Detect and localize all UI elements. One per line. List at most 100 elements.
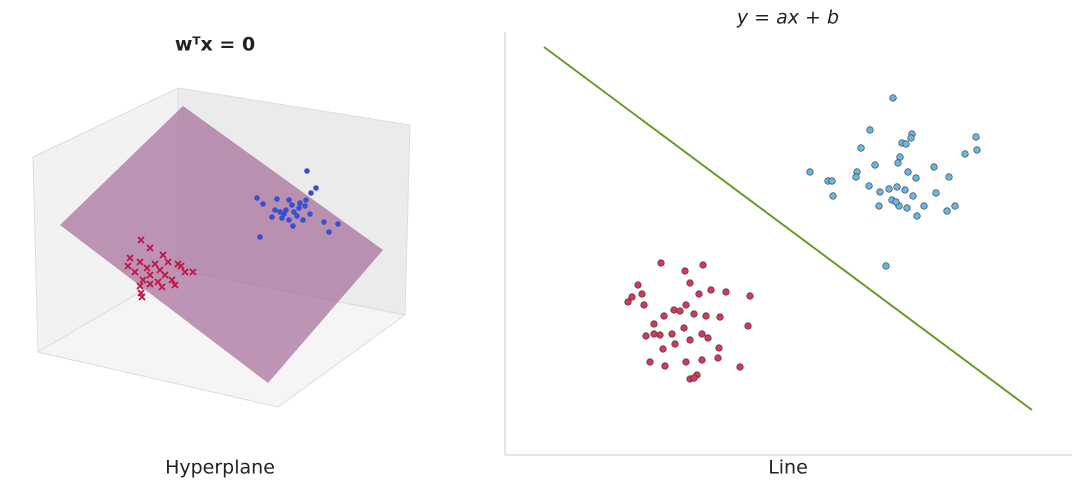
point [889,94,897,102]
point [634,281,642,289]
point [189,268,197,276]
point [143,264,151,272]
point [681,267,689,275]
point [973,146,981,154]
point [702,312,710,320]
point [274,196,280,202]
point [695,290,703,298]
point [628,293,636,301]
point [857,144,865,152]
point [650,320,658,328]
point [904,168,912,176]
point [335,221,341,227]
hyperplane [60,106,383,383]
point [294,213,300,219]
point [289,202,295,208]
point [151,260,159,268]
point [913,212,921,220]
point [297,200,303,206]
point [131,268,139,276]
point [682,301,690,309]
point [177,262,185,270]
point [736,363,744,371]
point [137,236,145,244]
point [650,330,658,338]
point [638,290,646,298]
point [686,279,694,287]
point [901,186,909,194]
point [657,259,665,267]
point [806,168,814,176]
point [281,211,287,217]
point [291,209,297,215]
point [951,202,959,210]
point [254,195,260,201]
point [885,185,893,193]
point [171,281,179,289]
point [308,190,314,196]
point [876,188,884,196]
point [260,201,266,207]
point [181,268,189,276]
point [699,261,707,269]
point [158,283,166,291]
point [894,159,902,167]
point [907,134,915,142]
point [161,271,169,279]
point [690,310,698,318]
point [313,185,319,191]
point [124,262,132,270]
point [892,198,900,206]
point [943,207,951,215]
point [875,202,883,210]
point [326,229,332,235]
cube-panes [32,87,411,408]
point [139,276,147,284]
point [930,163,938,171]
point [286,197,292,203]
point [865,182,873,190]
point [668,330,676,338]
point [920,202,928,210]
point [893,183,901,191]
point [126,254,134,262]
point [321,219,327,225]
point [676,307,684,315]
point [722,288,730,296]
point [136,258,144,266]
point [286,217,292,223]
point [304,168,310,174]
fit-line [543,46,1033,411]
point [903,204,911,212]
point [303,197,309,203]
point [646,358,654,366]
point [272,207,278,213]
point [716,313,724,321]
point [909,192,917,200]
point [146,271,154,279]
point [302,203,308,209]
point [300,217,306,223]
point [307,211,313,217]
point [659,345,667,353]
point [680,324,688,332]
point [136,282,144,290]
point [296,205,302,211]
point [829,192,837,200]
point [138,293,146,301]
point [744,322,752,330]
chart-title: y = ax + b [736,7,839,29]
point [671,340,679,348]
chart-title: wᵀx = 0 [175,34,255,56]
point [660,312,668,320]
point [871,161,879,169]
point [932,189,940,197]
point [257,234,263,240]
point [715,344,723,352]
point [746,292,754,300]
point [961,150,969,158]
point [828,177,836,185]
point [642,332,650,340]
x-label: Hyperplane [165,457,275,479]
